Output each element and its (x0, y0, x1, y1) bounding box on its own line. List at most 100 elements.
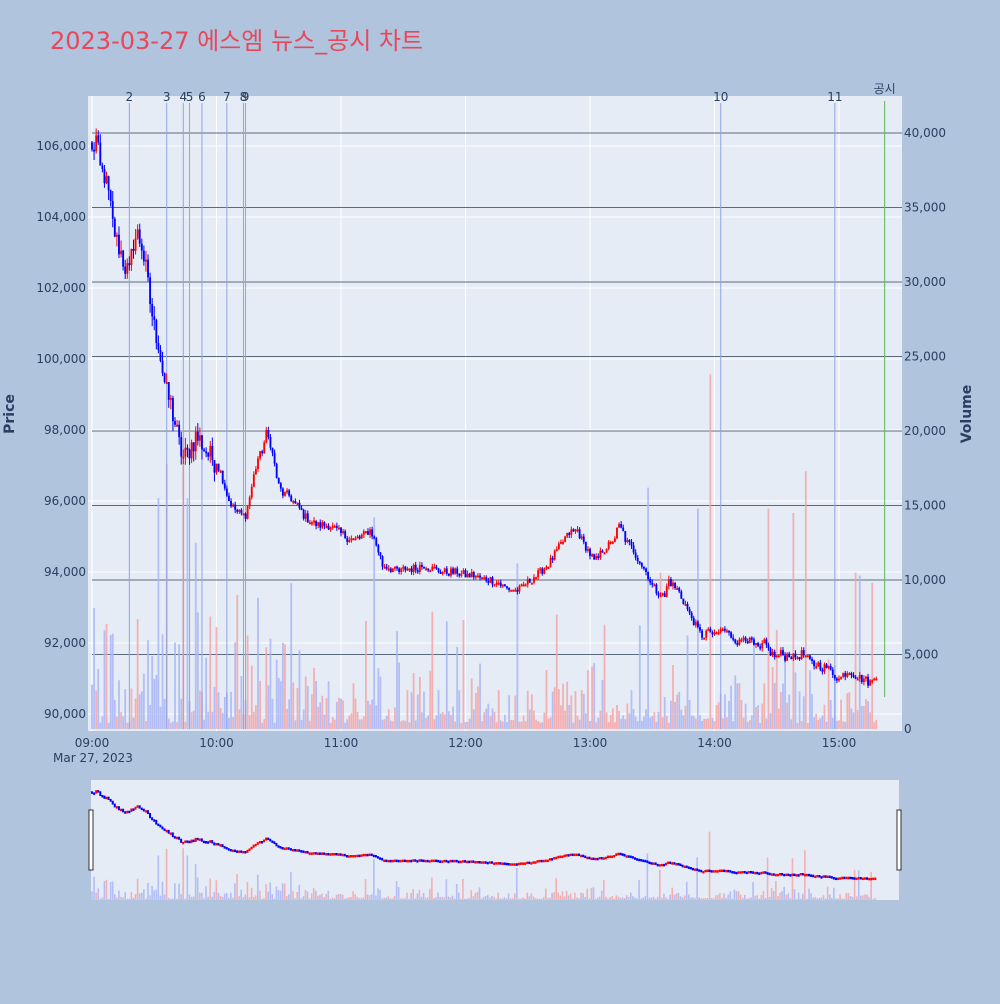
volume-bar (99, 722, 102, 729)
slider-volume-bar (775, 880, 777, 900)
candle-body (176, 424, 179, 427)
volume-bar (205, 657, 208, 729)
slider-volume-bar (393, 895, 396, 900)
volume-bar (574, 691, 577, 729)
slider-candle (849, 876, 852, 880)
candle-body (203, 449, 205, 452)
volume-bar (528, 709, 531, 729)
volume-bar (321, 695, 324, 729)
candle-body (506, 586, 508, 589)
slider-volume-bar (495, 898, 497, 900)
slider-volume-bar (169, 898, 172, 900)
candle-body (773, 651, 776, 658)
time-tick-label: 09:00 (75, 736, 110, 750)
volume-bar (485, 708, 488, 729)
slider-volume-bar (507, 893, 510, 900)
candle-body (213, 460, 216, 473)
price-axis-title: Price (2, 394, 18, 434)
volume-bar (597, 717, 600, 729)
slider-candle (720, 869, 723, 873)
volume-bar (369, 704, 371, 729)
candle-body (533, 577, 535, 583)
volume-bar (163, 698, 166, 729)
volume-bar (107, 722, 110, 729)
slider-candle (393, 859, 396, 863)
slider-volume-bar (733, 889, 736, 900)
volume-bar (811, 693, 813, 729)
candle-body (784, 655, 786, 661)
slider-candle (534, 861, 537, 864)
candle-body (858, 674, 861, 679)
slider-volume-bar (567, 895, 570, 900)
candle-body (682, 598, 685, 604)
slider-candle (310, 852, 313, 855)
range-slider-left-handle[interactable] (88, 809, 94, 871)
candle-body (184, 447, 187, 457)
candle-body (763, 639, 766, 643)
slider-candle (631, 856, 634, 859)
volume-bar (354, 698, 357, 729)
volume-bar (433, 719, 436, 729)
slider-volume-bar (555, 877, 557, 900)
slider-volume-bar (333, 898, 336, 900)
slider-candle (700, 869, 703, 873)
slider-candle (696, 868, 699, 871)
candle-body (715, 632, 718, 635)
volume-bar (767, 508, 770, 729)
slider-volume-bar (603, 879, 605, 900)
volume-bar (240, 676, 243, 729)
slider-candle (403, 859, 406, 863)
volume-bar (730, 685, 732, 729)
volume-bar (547, 718, 550, 729)
slider-volume-bar (501, 898, 504, 900)
slider-candle (511, 863, 514, 866)
volume-bar (863, 705, 865, 729)
candle-body (404, 566, 407, 571)
slider-candle (117, 806, 120, 811)
slider-candle (304, 851, 307, 854)
slider-candle (260, 841, 263, 844)
candle-body (620, 524, 623, 528)
volume-bar (800, 721, 803, 729)
slider-volume-bar (584, 896, 587, 900)
candle-body (705, 630, 708, 638)
slider-volume-bar (864, 894, 866, 900)
slider-volume-bar (402, 898, 404, 900)
slider-candle (151, 817, 154, 821)
slider-candle (202, 840, 205, 844)
slider-candle (242, 851, 245, 854)
slider-volume-bar (731, 898, 734, 900)
slider-volume-bar (592, 887, 595, 900)
slider-candle (874, 877, 877, 881)
price-tick-label: 92,000 (44, 636, 86, 650)
slider-candle (654, 862, 657, 865)
volume-bar (682, 715, 685, 729)
candle-body (223, 483, 226, 489)
range-slider-right-handle[interactable] (896, 809, 902, 871)
volume-bar (172, 721, 174, 729)
range-slider[interactable] (88, 780, 902, 900)
slider-volume-bar (669, 894, 671, 900)
candle-body (640, 563, 643, 567)
candle-body (684, 603, 687, 606)
volume-bar (804, 471, 807, 729)
slider-volume-bar (375, 895, 377, 900)
candle-body (653, 584, 656, 587)
volume-bar (628, 713, 631, 729)
slider-candle (200, 838, 203, 842)
candle-body (840, 676, 843, 679)
slider-volume-bar (246, 881, 249, 900)
volume-bar (813, 717, 815, 729)
slider-volume-bar (140, 892, 143, 900)
volume-bar (122, 716, 125, 729)
slider-candle (480, 861, 483, 864)
volume-bar (802, 696, 805, 729)
volume-bar (232, 717, 234, 729)
volume-bar (103, 630, 106, 729)
slider-volume-bar (335, 894, 338, 900)
candle-body (157, 343, 160, 351)
volume-bar (439, 713, 442, 729)
slider-candle (764, 871, 767, 874)
slider-volume-bar (617, 896, 620, 900)
slider-volume-bar (816, 898, 819, 900)
